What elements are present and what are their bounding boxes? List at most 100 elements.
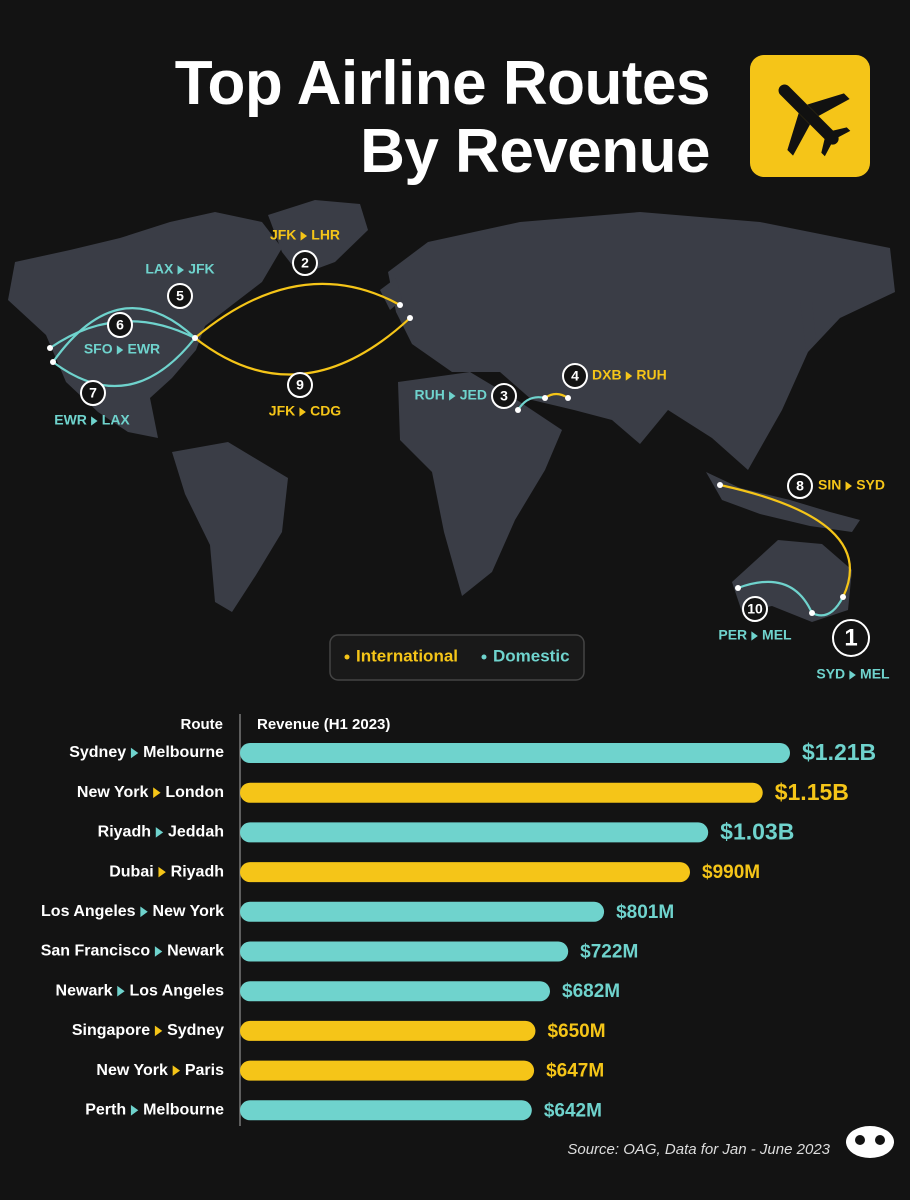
route-label: SFO EWR — [84, 341, 160, 357]
bar — [240, 941, 569, 962]
world-map — [8, 200, 895, 622]
category-label: New York Paris — [96, 1062, 224, 1079]
category-label-from: Riyadh — [98, 824, 151, 841]
route-label: DXB RUH — [592, 367, 667, 383]
category-label-from: Newark — [56, 982, 113, 999]
rank-number: 2 — [301, 255, 309, 271]
route-label-to: JED — [460, 387, 487, 403]
route-label-from: SFO — [84, 341, 113, 357]
route-label-to: LAX — [102, 412, 131, 428]
route-label-from: SIN — [818, 477, 841, 493]
rank-badge — [562, 363, 588, 389]
category-label-to: Riyadh — [171, 863, 224, 880]
rank-badge — [287, 372, 313, 398]
arrow-icon — [91, 416, 98, 426]
arrow-icon — [158, 866, 166, 878]
arrow-icon — [154, 946, 163, 957]
legend-box — [329, 634, 585, 681]
category-label-to: Melbourne — [143, 744, 224, 761]
value-label: $990M — [702, 862, 760, 883]
rank-number: 6 — [116, 317, 124, 333]
category-label-from: Los Angeles — [41, 903, 136, 920]
legend-label: Domestic — [493, 646, 570, 665]
legend-dot — [481, 654, 487, 660]
arrow-icon — [130, 747, 139, 759]
bar — [240, 822, 709, 843]
arrow-icon — [177, 265, 185, 275]
rank-badge — [491, 383, 517, 409]
category-label: Riyadh Jeddah — [98, 824, 224, 841]
arrow-icon — [449, 391, 456, 401]
value-label: $801M — [616, 902, 674, 923]
arrow-icon — [172, 1065, 181, 1076]
category-label-from: New York — [77, 784, 149, 801]
value-label: $1.15B — [775, 779, 849, 805]
category-label-to: Jeddah — [168, 824, 224, 841]
rank-number: 8 — [796, 478, 804, 494]
column-header: Revenue (H1 2023) — [257, 716, 390, 733]
arrow-icon — [300, 231, 308, 241]
rank-number: 10 — [747, 601, 763, 617]
bar — [240, 743, 790, 763]
title: Top Airline Routes By Revenue — [174, 49, 711, 186]
value-label: $682M — [562, 981, 620, 1002]
plane-icon — [750, 55, 870, 177]
bar — [240, 901, 605, 922]
value-label: $1.21B — [802, 739, 876, 765]
category-label: Los Angeles New York — [41, 903, 224, 920]
arrow-icon — [849, 670, 856, 680]
rank-number: 1 — [844, 624, 857, 651]
route-label-to: JFK — [188, 261, 214, 277]
source: Source: OAG, Data for Jan - June 2023 — [567, 1141, 830, 1158]
rank-badge — [167, 283, 193, 309]
category-label-to: Sydney — [167, 1022, 224, 1039]
column-header: Route — [181, 716, 224, 733]
route-label-to: EWR — [127, 341, 160, 357]
arrow-icon — [140, 906, 148, 918]
rank-badge — [80, 380, 106, 406]
route-endpoints — [47, 302, 846, 616]
route-label-to: LHR — [311, 227, 340, 243]
category-label-from: San Francisco — [41, 943, 151, 960]
route-label: JFK CDG — [269, 403, 342, 419]
route-label-from: RUH — [415, 387, 445, 403]
category-label-to: London — [165, 784, 224, 801]
rank-badge — [107, 312, 133, 338]
bar — [240, 862, 690, 883]
arrow-icon — [155, 827, 164, 838]
route-label: EWR LAX — [54, 412, 130, 428]
value-label: $642M — [544, 1100, 602, 1121]
bar — [240, 1060, 535, 1081]
rank-number: 3 — [500, 388, 508, 404]
route-label-to: MEL — [860, 666, 890, 682]
rank-number: 4 — [571, 368, 579, 384]
rank-badge — [292, 250, 318, 276]
arrow-icon — [625, 371, 633, 381]
rank-badge — [787, 473, 813, 499]
route-label-from: LAX — [145, 261, 174, 277]
route-label-from: DXB — [592, 367, 622, 383]
route-label: SYD MEL — [816, 666, 890, 682]
category-label: Dubai Riyadh — [109, 863, 224, 880]
arrow-icon — [130, 1105, 139, 1116]
category-label-to: Melbourne — [143, 1102, 224, 1119]
arrow-icon — [751, 631, 758, 641]
bar — [240, 1100, 532, 1121]
category-label-to: Newark — [167, 943, 224, 960]
route-label-to: SYD — [856, 477, 885, 493]
route-label-from: JFK — [270, 227, 296, 243]
category-label: Newark Los Angeles — [56, 982, 225, 999]
legend-dot — [344, 654, 350, 660]
route-label-to: CDG — [310, 403, 341, 419]
bar — [240, 981, 550, 1002]
bar — [240, 1020, 536, 1041]
route-label-from: SYD — [816, 666, 845, 682]
category-label-from: Singapore — [72, 1022, 150, 1039]
category-label: Perth Melbourne — [85, 1102, 224, 1119]
legend-label: International — [356, 646, 458, 665]
category-label: Sydney Melbourne — [69, 744, 224, 761]
arrow-icon — [154, 1025, 163, 1037]
category-label-from: Dubai — [109, 863, 153, 880]
value-label: $647M — [546, 1061, 604, 1082]
value-label: $1.03B — [720, 818, 794, 844]
